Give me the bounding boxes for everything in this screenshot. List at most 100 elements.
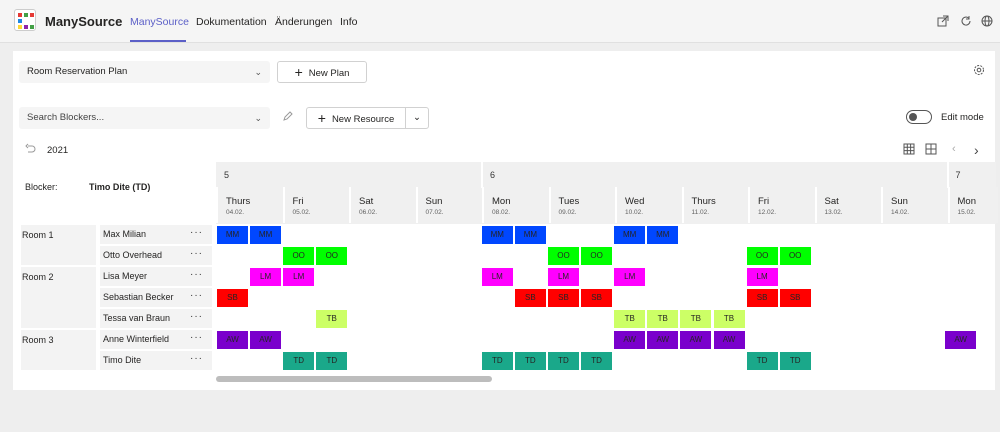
more-options-icon[interactable]: ···: [190, 290, 203, 301]
reservation-block[interactable]: TD: [514, 352, 546, 370]
week-divider: [481, 162, 483, 188]
edit-pencil-icon[interactable]: [282, 111, 293, 125]
reservation-block[interactable]: MM: [514, 226, 546, 244]
reservation-block[interactable]: AW: [945, 331, 977, 349]
reservation-block[interactable]: OO: [779, 247, 811, 265]
reservation-block[interactable]: LM: [283, 268, 315, 286]
reservation-block[interactable]: TB: [713, 310, 745, 328]
reservation-block[interactable]: TD: [283, 352, 315, 370]
reservation-block[interactable]: TB: [316, 310, 348, 328]
reservation-block[interactable]: TB: [680, 310, 712, 328]
reservation-block[interactable]: OO: [283, 247, 315, 265]
day-header: Mon 08.02.: [482, 187, 546, 223]
blocker-value: Timo Dite (TD): [89, 182, 151, 192]
day-header: Wed 10.02.: [615, 187, 679, 223]
reservation-block[interactable]: LM: [746, 268, 778, 286]
day-date: 14.02.: [891, 209, 910, 216]
edit-mode-label: Edit mode: [941, 112, 984, 123]
chevron-left-icon[interactable]: ‹: [952, 143, 956, 155]
horizontal-scrollbar[interactable]: [216, 376, 492, 382]
new-resource-dropdown[interactable]: ⌄: [405, 107, 429, 129]
resource-row: [100, 288, 212, 307]
search-blockers-input[interactable]: Search Blockers... ⌄: [19, 107, 270, 129]
reservation-block[interactable]: AW: [217, 331, 248, 349]
reservation-block[interactable]: SB: [746, 289, 778, 307]
room-label: Room 1: [22, 230, 54, 240]
day-name: Sat: [824, 196, 839, 207]
edit-mode-toggle[interactable]: [906, 110, 932, 124]
reservation-block[interactable]: LM: [481, 268, 513, 286]
resource-name: Tessa van Braun: [103, 313, 171, 323]
reservation-block[interactable]: SB: [514, 289, 546, 307]
app-logo: [14, 9, 36, 31]
reservation-block[interactable]: MM: [481, 226, 513, 244]
day-name: Fri: [758, 196, 770, 207]
reservation-block[interactable]: MM: [250, 226, 282, 244]
new-resource-label: New Resource: [331, 114, 395, 125]
more-options-icon[interactable]: ···: [190, 353, 203, 364]
day-name: Mon: [492, 196, 511, 207]
reservation-block[interactable]: OO: [316, 247, 348, 265]
day-date: 06.02.: [359, 209, 378, 216]
reservation-block[interactable]: AW: [250, 331, 282, 349]
reservation-block[interactable]: LM: [250, 268, 282, 286]
resource-row: [100, 225, 212, 244]
reservation-block[interactable]: AW: [680, 331, 712, 349]
split-view-icon[interactable]: [925, 143, 937, 158]
reservation-block[interactable]: MM: [647, 226, 679, 244]
day-header: Thurs 11.02.: [681, 187, 746, 223]
day-name: Tues: [558, 196, 580, 207]
settings-icon[interactable]: [973, 64, 985, 79]
more-options-icon[interactable]: ···: [190, 332, 203, 343]
tab-manysource[interactable]: ManySource: [130, 16, 189, 28]
reservation-block[interactable]: TD: [581, 352, 613, 370]
grid-view-icon[interactable]: [903, 143, 915, 158]
reservation-block[interactable]: SB: [217, 289, 248, 307]
new-resource-button[interactable]: + New Resource: [306, 107, 406, 129]
resource-row: [100, 351, 212, 370]
reservation-block[interactable]: SB: [779, 289, 811, 307]
reservation-block[interactable]: TD: [746, 352, 778, 370]
reservation-block[interactable]: OO: [581, 247, 613, 265]
reservation-block[interactable]: MM: [614, 226, 646, 244]
reservation-block[interactable]: OO: [746, 247, 778, 265]
new-plan-button[interactable]: + New Plan: [277, 61, 367, 83]
more-options-icon[interactable]: ···: [190, 311, 203, 322]
day-name: Fri: [292, 196, 304, 207]
popout-icon[interactable]: [937, 15, 949, 27]
tab-dokumentation[interactable]: Dokumentation: [196, 16, 267, 28]
resource-row: [100, 330, 212, 349]
reservation-block[interactable]: LM: [614, 268, 646, 286]
reservation-block[interactable]: TD: [481, 352, 513, 370]
reservation-block[interactable]: TB: [614, 310, 646, 328]
plan-select[interactable]: Room Reservation Plan ⌄: [19, 61, 270, 83]
more-options-icon[interactable]: ···: [190, 227, 203, 238]
reservation-block[interactable]: OO: [548, 247, 579, 265]
reservation-block[interactable]: SB: [581, 289, 613, 307]
refresh-icon[interactable]: [960, 15, 972, 27]
active-tab-indicator: [130, 40, 186, 42]
undo-icon[interactable]: [25, 143, 36, 157]
reservation-block[interactable]: LM: [548, 268, 579, 286]
reservation-block[interactable]: MM: [217, 226, 248, 244]
week-number: 7: [955, 170, 961, 180]
more-options-icon[interactable]: ···: [190, 269, 203, 280]
globe-icon[interactable]: [981, 15, 993, 27]
chevron-right-icon[interactable]: ›: [974, 142, 979, 158]
reservation-block[interactable]: AW: [713, 331, 745, 349]
reservation-block[interactable]: SB: [548, 289, 579, 307]
more-options-icon[interactable]: ···: [190, 248, 203, 259]
reservation-block[interactable]: TD: [779, 352, 811, 370]
reservation-block[interactable]: TD: [548, 352, 579, 370]
reservation-block[interactable]: AW: [647, 331, 679, 349]
day-date: 08.02.: [492, 209, 511, 216]
tab-aenderungen[interactable]: Änderungen: [275, 16, 333, 28]
day-date: 09.02.: [558, 209, 577, 216]
day-header: Sun 07.02.: [415, 187, 480, 223]
tab-info[interactable]: Info: [340, 16, 358, 28]
reservation-block[interactable]: TD: [316, 352, 348, 370]
day-header: Fri 12.02.: [748, 187, 812, 223]
reservation-block[interactable]: TB: [647, 310, 679, 328]
reservation-block[interactable]: AW: [614, 331, 646, 349]
day-date: 10.02.: [625, 209, 644, 216]
